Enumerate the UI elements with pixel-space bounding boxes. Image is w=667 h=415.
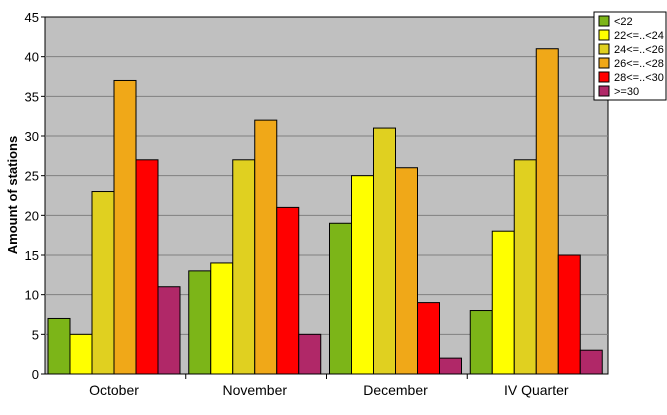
bar	[395, 167, 418, 375]
legend-label: 24<=..<26	[614, 44, 664, 56]
y-tick-label: 0	[32, 367, 39, 382]
bar	[469, 310, 493, 375]
legend-label: >=30	[614, 86, 639, 98]
bar	[557, 254, 581, 375]
bar	[491, 230, 515, 375]
legend-label: 22<=..<24	[614, 30, 664, 42]
bar	[535, 48, 559, 375]
y-tick-label: 5	[32, 327, 39, 342]
y-axis-ticks: 0 5 10 15 20 25 30 35 40 45	[25, 10, 45, 382]
y-tick-label: 30	[25, 129, 39, 144]
bar	[254, 119, 278, 375]
y-tick-label: 40	[25, 50, 39, 65]
legend-swatch	[598, 57, 610, 69]
legend-swatch	[598, 15, 610, 27]
y-tick-label: 10	[25, 288, 39, 303]
bar	[276, 206, 300, 375]
legend-swatch	[598, 43, 610, 55]
x-axis-categories: October November December IV Quarter	[89, 374, 569, 398]
bar	[417, 302, 440, 375]
x-category-label: December	[363, 382, 428, 398]
bar	[135, 159, 159, 375]
bar	[157, 286, 181, 375]
bar	[298, 333, 322, 375]
bar	[188, 270, 212, 375]
y-tick-label: 25	[25, 169, 39, 184]
bar	[579, 349, 603, 375]
bar	[232, 159, 256, 375]
legend-swatch	[598, 29, 610, 41]
bar	[351, 175, 374, 375]
y-axis-label: Amount of stations	[5, 136, 20, 254]
legend: <22 22<=..<24 24<=..<26 26<=..<28 28<=..<30 >…	[593, 11, 667, 101]
x-category-label: October	[89, 382, 139, 398]
bar	[47, 317, 71, 375]
x-category-label: IV Quarter	[504, 382, 569, 398]
legend-label: 26<=..<28	[614, 58, 664, 70]
legend-swatch	[598, 71, 610, 83]
legend-label: <22	[614, 16, 633, 28]
bar	[113, 79, 137, 375]
legend-label: 28<=..<30	[614, 72, 664, 84]
y-tick-label: 35	[25, 89, 39, 104]
bar	[373, 127, 396, 375]
bar	[513, 159, 537, 375]
x-category-label: November	[222, 382, 287, 398]
bar	[329, 222, 352, 375]
y-tick-label: 15	[25, 248, 39, 263]
legend-box	[593, 11, 667, 101]
y-tick-label: 20	[25, 208, 39, 223]
legend-swatch	[598, 85, 610, 97]
bar	[91, 191, 115, 375]
bar	[439, 357, 462, 375]
bars	[47, 48, 603, 375]
y-tick-label: 45	[25, 10, 39, 25]
bar	[210, 262, 234, 375]
bar	[69, 333, 93, 375]
